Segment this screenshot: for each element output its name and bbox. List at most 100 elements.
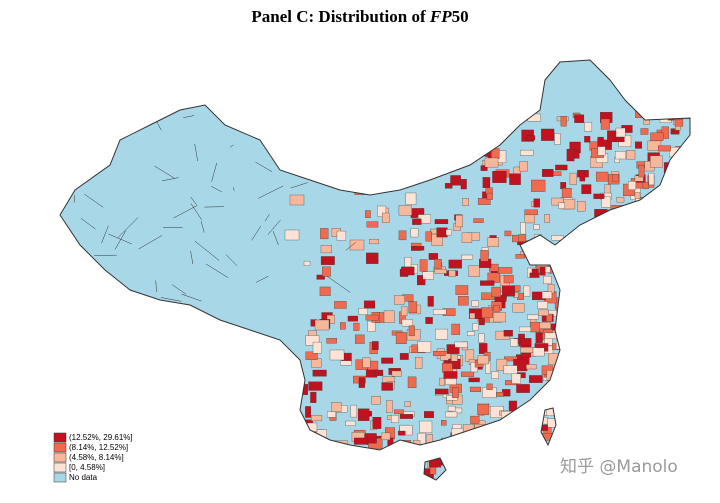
- region-cell: [589, 355, 603, 365]
- region-cell: [383, 310, 395, 323]
- region-cell: [621, 317, 628, 322]
- region-cell: [682, 390, 689, 396]
- region-cell: [620, 219, 631, 229]
- region-cell: [647, 440, 654, 448]
- region-cell: [293, 391, 300, 404]
- legend-swatch: [53, 452, 67, 463]
- region-border: [186, 307, 194, 311]
- region-cell: [622, 273, 635, 281]
- region-cell: [544, 214, 550, 223]
- region-border: [85, 302, 110, 315]
- region-cell: [611, 210, 620, 221]
- region-cell: [573, 439, 584, 451]
- region-cell: [319, 286, 331, 296]
- region-cell: [295, 462, 306, 473]
- region-border: [251, 225, 261, 241]
- region-cell: [583, 230, 592, 236]
- region-border: [84, 193, 104, 208]
- region-cell: [401, 319, 413, 327]
- region-cell: [636, 404, 644, 416]
- region-cell: [570, 322, 578, 329]
- region-cell: [570, 366, 580, 373]
- region-cell: [374, 369, 384, 376]
- region-cell: [610, 405, 619, 416]
- region-cell: [593, 193, 605, 199]
- region-cell: [516, 384, 530, 393]
- region-cell: [609, 374, 618, 381]
- region-cell: [653, 272, 663, 278]
- region-cell: [610, 214, 619, 220]
- region-cell: [554, 133, 561, 145]
- region-cell: [541, 291, 553, 299]
- region-cell: [600, 404, 608, 414]
- region-cell: [516, 414, 527, 419]
- region-cell: [492, 171, 507, 183]
- region-cell: [627, 423, 640, 429]
- region-cell: [586, 305, 598, 317]
- region-cell: [539, 265, 546, 276]
- region-cell: [681, 431, 690, 440]
- region-cell: [652, 200, 661, 207]
- region-cell: [570, 376, 584, 388]
- region-cell: [528, 456, 538, 466]
- region-cell: [566, 148, 575, 162]
- region-cell: [533, 224, 540, 230]
- region-cell: [597, 312, 612, 322]
- region-cell: [324, 453, 339, 465]
- region-border: [98, 115, 101, 133]
- region-cell: [334, 301, 347, 309]
- region-cell: [630, 321, 642, 327]
- region-cell: [580, 305, 587, 313]
- region-cell: [612, 173, 619, 182]
- region-cell: [493, 312, 506, 323]
- region-border: [242, 122, 251, 132]
- region-cell: [362, 357, 371, 368]
- region-cell: [433, 450, 447, 458]
- region-cell: [290, 457, 298, 466]
- region-cell: [371, 396, 381, 405]
- region-cell: [399, 414, 414, 419]
- region-cell: [638, 397, 650, 410]
- region-cell: [642, 331, 655, 340]
- region-border: [66, 252, 70, 259]
- region-cell: [401, 266, 415, 276]
- region-cell: [478, 318, 485, 326]
- region-cell: [470, 415, 480, 424]
- region-cell: [556, 307, 568, 315]
- region-cell: [616, 196, 625, 203]
- region-cell: [474, 444, 489, 452]
- region-cell: [637, 380, 644, 387]
- region-cell: [311, 415, 323, 422]
- region-cell: [480, 280, 495, 286]
- region-cell: [432, 351, 446, 356]
- region-cell: [358, 308, 368, 315]
- region-cell: [424, 133, 431, 145]
- region-cell: [613, 371, 627, 379]
- region-cell: [472, 323, 479, 331]
- region-cell: [406, 457, 419, 469]
- region-cell: [471, 300, 479, 307]
- region-cell: [448, 259, 462, 269]
- region-cell: [308, 381, 323, 391]
- region-cell: [595, 331, 610, 342]
- region-cell: [355, 334, 365, 344]
- region-cell: [667, 375, 680, 387]
- region-cell: [530, 321, 540, 333]
- legend-label: [0, 4.58%]: [69, 463, 105, 472]
- region-cell: [579, 433, 594, 440]
- region-cell: [426, 434, 433, 443]
- region-cell: [644, 311, 651, 320]
- region-cell: [672, 209, 681, 216]
- region-cell: [505, 429, 512, 435]
- region-cell: [284, 229, 300, 241]
- region-cell: [532, 255, 540, 262]
- region-cell: [652, 244, 667, 250]
- region-border: [60, 180, 62, 187]
- region-cell: [585, 244, 599, 257]
- region-border: [66, 243, 72, 247]
- region-cell: [487, 237, 499, 247]
- region-cell: [677, 251, 690, 264]
- region-cell: [570, 373, 582, 386]
- region-cell: [526, 407, 538, 413]
- region-cell: [441, 420, 447, 426]
